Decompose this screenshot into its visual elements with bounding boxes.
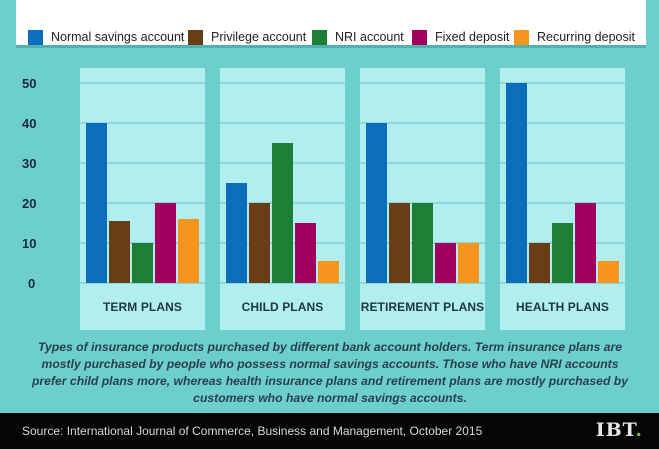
legend-label: NRI account (335, 30, 404, 44)
bar-recurring-deposit (178, 219, 199, 283)
legend-swatch (514, 29, 529, 45)
bar-nri-account (132, 243, 153, 283)
category-label: HEALTH PLANS (516, 300, 609, 314)
category-label: TERM PLANS (103, 300, 182, 314)
footer: Source: International Journal of Commerc… (0, 413, 659, 449)
legend: Normal savings account Privilege account… (16, 0, 646, 48)
legend-swatch (188, 29, 203, 45)
ibt-logo: IBT. (596, 419, 643, 441)
logo-dot: . (635, 419, 643, 441)
panel-child-plans: CHILD PLANS (220, 68, 345, 330)
bar-nri-account (552, 223, 573, 283)
y-tick-label: 30 (22, 156, 37, 171)
panel-plot (80, 82, 205, 284)
logo-text: IBT (595, 419, 636, 441)
legend-item-nri: NRI account (312, 29, 404, 45)
legend-label: Privilege account (211, 30, 307, 44)
bar-recurring-deposit (458, 243, 479, 283)
bar-fixed-deposit (155, 203, 176, 283)
legend-item-normal-savings: Normal savings account (28, 29, 184, 45)
legend-item-privilege: Privilege account (188, 29, 306, 45)
chart-caption: Types of insurance products purchased by… (31, 340, 629, 405)
bar-normal-savings-account (226, 183, 247, 283)
legend-swatch (312, 29, 327, 45)
bar-fixed-deposit (435, 243, 456, 283)
bar-privilege-account (109, 221, 130, 283)
y-tick-label: 40 (22, 116, 37, 131)
bar-normal-savings-account (366, 123, 387, 283)
source-text: Source: International Journal of Commerc… (22, 424, 483, 438)
bar-privilege-account (529, 243, 550, 283)
legend-label: Fixed deposit (435, 30, 510, 44)
panel-retirement-plans: RETIREMENT PLANS (360, 68, 485, 330)
y-tick-label: 50 (22, 76, 37, 91)
panel-health-plans: HEALTH PLANS (500, 68, 625, 330)
legend-item-recurring-deposit: Recurring deposit (514, 29, 635, 45)
y-tick-label: 20 (22, 196, 37, 211)
category-label: RETIREMENT PLANS (360, 300, 485, 314)
bar-nri-account (412, 203, 433, 283)
bar-normal-savings-account (86, 123, 107, 283)
legend-label: Normal savings account (51, 30, 185, 44)
bar-recurring-deposit (598, 261, 619, 283)
legend-item-fixed-deposit: Fixed deposit (412, 29, 509, 45)
panel-term-plans: TERM PLANS (80, 68, 205, 330)
category-label: CHILD PLANS (241, 300, 324, 314)
panel-plot (360, 82, 485, 284)
bar-recurring-deposit (318, 261, 339, 283)
y-tick-label: 10 (22, 236, 37, 251)
bar-fixed-deposit (575, 203, 596, 283)
y-tick-label: 0 (28, 276, 36, 291)
legend-swatch (28, 29, 43, 45)
legend-label: Recurring deposit (537, 30, 635, 44)
panel-plot (500, 82, 625, 284)
legend-swatch (412, 29, 427, 45)
bar-privilege-account (249, 203, 270, 283)
bar-fixed-deposit (295, 223, 316, 283)
bar-privilege-account (389, 203, 410, 283)
panel-plot (220, 82, 345, 284)
bar-nri-account (272, 143, 293, 283)
bar-normal-savings-account (506, 83, 527, 283)
